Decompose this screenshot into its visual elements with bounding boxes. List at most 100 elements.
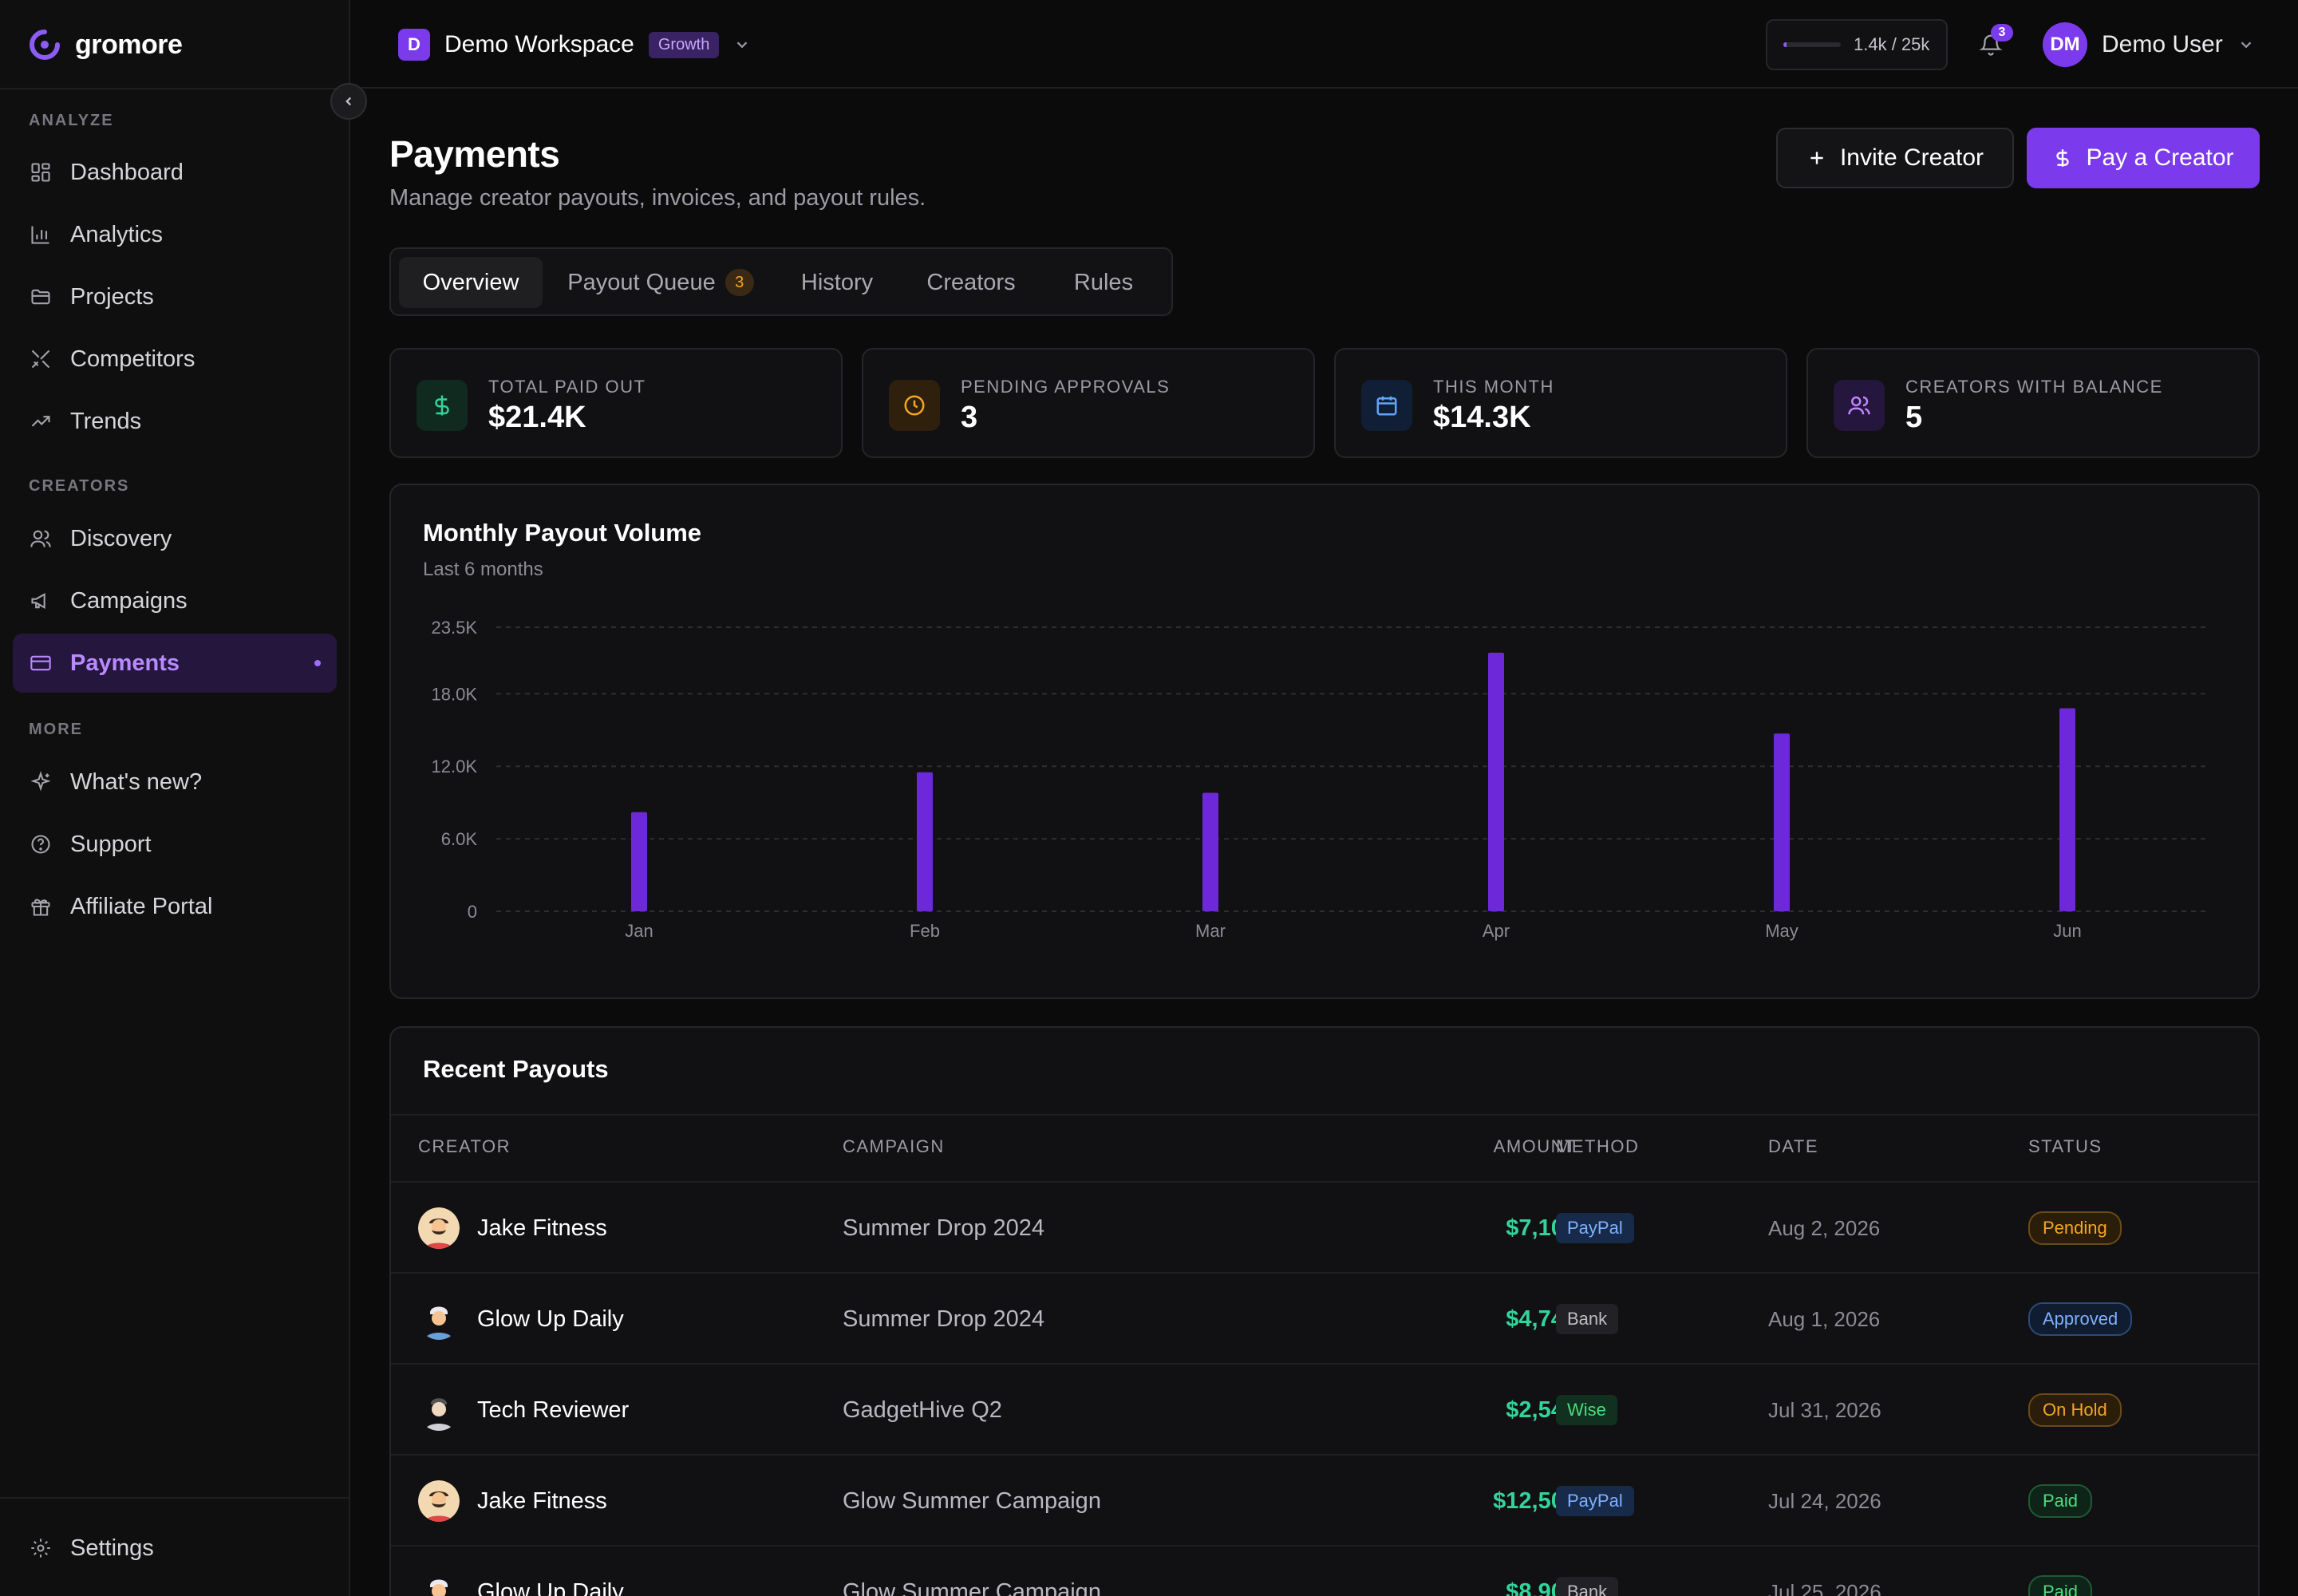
sidebar-item-competitors[interactable]: Competitors bbox=[13, 330, 337, 389]
column-header-campaign[interactable]: CAMPAIGN bbox=[843, 1136, 945, 1156]
sidebar-item-whats-new[interactable]: What's new? bbox=[13, 753, 337, 812]
folder-icon bbox=[29, 285, 53, 309]
status-badge: On Hold bbox=[2028, 1393, 2122, 1427]
notifications-button[interactable] bbox=[1976, 30, 2005, 59]
tab-overview[interactable]: Overview bbox=[399, 257, 543, 308]
status-cell: Paid bbox=[2028, 1456, 2093, 1547]
sidebar-item-trends[interactable]: Trends bbox=[13, 392, 337, 451]
tab-rules[interactable]: Rules bbox=[1044, 257, 1163, 308]
avatar bbox=[418, 1298, 460, 1340]
sidebar-item-projects[interactable]: Projects bbox=[13, 267, 337, 326]
sidebar-item-label: Trends bbox=[70, 408, 142, 434]
method-badge: PayPal bbox=[1556, 1213, 1634, 1243]
method-cell: PayPal bbox=[1556, 1183, 1634, 1274]
dollar-icon bbox=[417, 380, 468, 431]
stat-label: PENDING APPROVALS bbox=[961, 377, 1171, 397]
tab-label: Rules bbox=[1073, 269, 1134, 295]
stat-card-creators-with-balance: CREATORS WITH BALANCE 5 bbox=[1806, 348, 2260, 458]
avatar: DM bbox=[2043, 22, 2087, 67]
tab-creators[interactable]: Creators bbox=[906, 257, 1036, 308]
sidebar-item-campaigns[interactable]: Campaigns bbox=[13, 571, 337, 630]
x-tick-label: Apr bbox=[1483, 921, 1510, 941]
section-label-creators: CREATORS bbox=[29, 477, 130, 495]
sidebar: gromore ANALYZE Dashboard Analytics Proj… bbox=[0, 0, 350, 1596]
creator-cell: Glow Up Daily bbox=[418, 1547, 624, 1596]
pay-creator-label: Pay a Creator bbox=[2086, 144, 2234, 171]
tab-label: Overview bbox=[422, 269, 519, 295]
column-header-status[interactable]: STATUS bbox=[2028, 1136, 2103, 1156]
table-title: Recent Payouts bbox=[423, 1055, 609, 1083]
amount-cell: $8,900 bbox=[1506, 1578, 1577, 1596]
date-cell: Aug 1, 2026 bbox=[1768, 1306, 1881, 1331]
workspace-switcher[interactable]: D Demo Workspace Growth bbox=[398, 29, 751, 61]
user-menu[interactable]: DM Demo User bbox=[2043, 22, 2255, 67]
table-row[interactable]: Tech Reviewer GadgetHive Q2 $2,540 Wise … bbox=[391, 1363, 2258, 1454]
avatar bbox=[418, 1389, 460, 1431]
column-header-creator[interactable]: CREATOR bbox=[418, 1136, 511, 1156]
brand-name: gromore bbox=[75, 29, 183, 60]
status-cell: Approved bbox=[2028, 1274, 2133, 1365]
stat-card-this-month: THIS MONTH $14.3K bbox=[1334, 348, 1787, 458]
gear-icon bbox=[29, 1536, 53, 1560]
table-row[interactable]: Jake Fitness Summer Drop 2024 $7,100 Pay… bbox=[391, 1181, 2258, 1272]
amount-cell: $2,540 bbox=[1506, 1396, 1577, 1423]
usage-meter[interactable]: 1.4k / 25k bbox=[1766, 19, 1948, 70]
tab-history[interactable]: History bbox=[777, 257, 897, 308]
bell-icon bbox=[1979, 34, 2003, 56]
column-header-amount[interactable]: AMOUNT bbox=[1493, 1136, 1577, 1156]
bar-chart-icon bbox=[29, 223, 53, 247]
method-cell: Bank bbox=[1556, 1274, 1619, 1365]
table-row[interactable]: Jake Fitness Glow Summer Campaign $12,50… bbox=[391, 1454, 2258, 1545]
stat-label: THIS MONTH bbox=[1433, 377, 1554, 397]
users-icon bbox=[29, 527, 53, 551]
trend-up-icon bbox=[29, 409, 53, 433]
dollar-icon bbox=[2056, 149, 2070, 167]
collapse-sidebar-button[interactable] bbox=[330, 83, 367, 120]
table-row[interactable]: Glow Up Daily Glow Summer Campaign $8,90… bbox=[391, 1545, 2258, 1596]
sidebar-item-payments[interactable]: Payments bbox=[13, 634, 337, 693]
sidebar-item-analytics[interactable]: Analytics bbox=[13, 205, 337, 264]
sidebar-item-label: Payments bbox=[70, 650, 180, 676]
sidebar-item-label: Competitors bbox=[70, 346, 195, 372]
column-header-date[interactable]: DATE bbox=[1768, 1136, 1819, 1156]
sidebar-item-label: Campaigns bbox=[70, 587, 188, 614]
creator-name: Glow Up Daily bbox=[477, 1578, 624, 1596]
status-cell: On Hold bbox=[2028, 1365, 2122, 1456]
bar-mar bbox=[1202, 792, 1218, 911]
date-cell: Aug 2, 2026 bbox=[1768, 1215, 1881, 1240]
tab-label: History bbox=[800, 269, 874, 295]
usage-progress-bar bbox=[1783, 42, 1841, 47]
table-row[interactable]: Glow Up Daily Summer Drop 2024 $4,740 Ba… bbox=[391, 1272, 2258, 1363]
sidebar-item-affiliate-portal[interactable]: Affiliate Portal bbox=[13, 877, 337, 936]
sidebar-item-support[interactable]: Support bbox=[13, 815, 337, 874]
status-badge: Pending bbox=[2028, 1211, 2122, 1245]
sidebar-item-discovery[interactable]: Discovery bbox=[13, 509, 337, 568]
user-name: Demo User bbox=[2102, 31, 2223, 57]
users-icon bbox=[1834, 380, 1885, 431]
column-header-method[interactable]: METHOD bbox=[1556, 1136, 1640, 1156]
topbar: D Demo Workspace Growth 1.4k / 25k 3 DM … bbox=[352, 0, 2298, 89]
campaign-cell: Glow Summer Campaign bbox=[843, 1487, 1101, 1514]
sidebar-item-label: Support bbox=[70, 831, 152, 857]
invite-creator-button[interactable]: Invite Creator bbox=[1776, 128, 2014, 188]
sidebar-item-label: Settings bbox=[70, 1535, 154, 1561]
bar-jun bbox=[2059, 708, 2075, 911]
tab-label: Creators bbox=[926, 269, 1016, 295]
date-cell: Jul 31, 2026 bbox=[1768, 1397, 1881, 1422]
sidebar-item-label: Projects bbox=[70, 283, 154, 310]
bar-feb bbox=[917, 772, 933, 911]
avatar bbox=[418, 1571, 460, 1596]
bar-apr bbox=[1488, 652, 1504, 911]
x-tick-label: May bbox=[1765, 921, 1799, 941]
date-cell: Jul 25, 2026 bbox=[1768, 1579, 1881, 1596]
brand[interactable]: gromore bbox=[29, 26, 183, 64]
sidebar-item-dashboard[interactable]: Dashboard bbox=[13, 143, 337, 202]
creator-cell: Jake Fitness bbox=[418, 1456, 607, 1547]
tab-payout-queue[interactable]: Payout Queue 3 bbox=[555, 257, 766, 308]
date-cell: Jul 24, 2026 bbox=[1768, 1488, 1881, 1513]
sidebar-item-label: Analytics bbox=[70, 221, 164, 247]
method-cell: PayPal bbox=[1556, 1456, 1634, 1547]
pay-creator-button[interactable]: Pay a Creator bbox=[2027, 128, 2260, 188]
divider bbox=[0, 88, 349, 89]
sidebar-item-settings[interactable]: Settings bbox=[13, 1519, 337, 1578]
